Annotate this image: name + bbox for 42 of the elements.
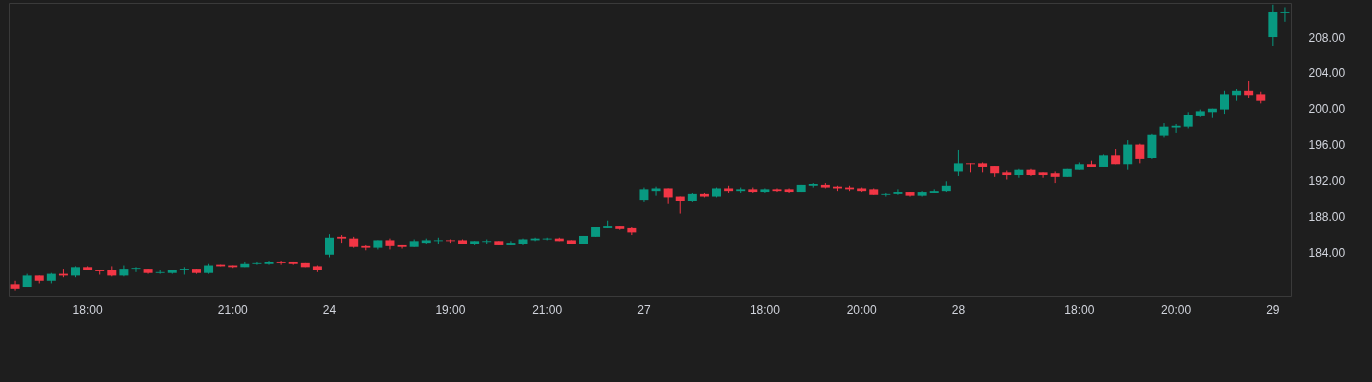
y-tick-label: 196.00 bbox=[1308, 138, 1346, 153]
y-tick-label: 200.00 bbox=[1308, 102, 1346, 117]
candlestick bbox=[397, 244, 407, 250]
candlestick bbox=[1123, 139, 1133, 171]
candlestick bbox=[893, 188, 903, 196]
candlestick bbox=[1171, 123, 1181, 134]
x-tick-label: 21:00 bbox=[532, 302, 563, 317]
x-tick-label: 21:00 bbox=[217, 302, 249, 317]
x-tick-label: 18:00 bbox=[1064, 302, 1095, 317]
candlestick bbox=[252, 261, 262, 266]
candlestick bbox=[264, 260, 274, 266]
x-tick-label: 18:00 bbox=[749, 302, 781, 317]
candlestick bbox=[627, 226, 637, 236]
candlestick bbox=[663, 187, 673, 205]
y-tick-label: 208.00 bbox=[1308, 30, 1346, 45]
candlestick bbox=[784, 187, 794, 194]
candlestick bbox=[1280, 6, 1290, 23]
y-tick-label: 184.00 bbox=[1308, 245, 1346, 260]
x-tick-label: 19:00 bbox=[435, 302, 466, 317]
y-tick-label: 192.00 bbox=[1308, 173, 1346, 188]
x-tick-label: 20:00 bbox=[1161, 302, 1192, 317]
candlestick bbox=[1135, 143, 1145, 164]
x-tick-label: 27 bbox=[637, 302, 651, 317]
x-tick-label: 29 bbox=[1266, 302, 1280, 317]
candlestick bbox=[760, 187, 770, 194]
candlestick bbox=[651, 186, 661, 197]
candlestick bbox=[953, 149, 963, 177]
x-tick-label: 18:00 bbox=[72, 302, 103, 317]
candlestick bbox=[131, 266, 141, 273]
candlestick bbox=[772, 187, 782, 193]
candlestick bbox=[325, 233, 334, 258]
y-tick-label: 204.00 bbox=[1308, 66, 1346, 81]
y-tick-label: 188.00 bbox=[1308, 209, 1346, 224]
x-tick-label: 20:00 bbox=[846, 302, 877, 317]
x-tick-label: 28 bbox=[951, 302, 966, 317]
x-tick-label: 24 bbox=[322, 302, 337, 317]
candlestick bbox=[10, 280, 20, 292]
candlestick bbox=[506, 240, 516, 246]
candlestick bbox=[1147, 133, 1157, 160]
candlestick bbox=[1038, 171, 1048, 179]
candlestick bbox=[276, 260, 286, 266]
candlestick bbox=[1219, 90, 1229, 115]
